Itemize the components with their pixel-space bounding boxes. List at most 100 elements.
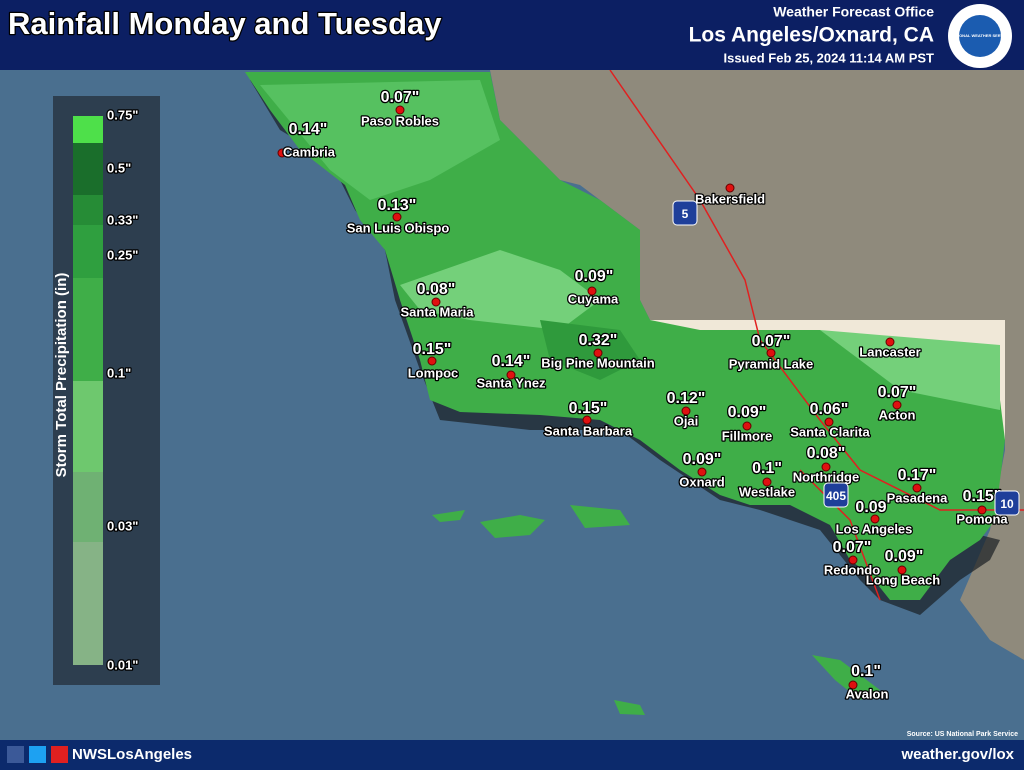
road (799, 469, 881, 601)
rainfall-value: 0.09 (855, 499, 886, 516)
rainfall-value: 0.12" (667, 390, 706, 407)
office-location: Los Angeles/Oxnard, CA (689, 24, 934, 47)
twitter-icon[interactable] (29, 746, 46, 763)
location-dot (697, 467, 707, 477)
legend-box (53, 96, 160, 685)
location-dot (762, 477, 772, 487)
rainfall-value: 0.08" (417, 281, 456, 298)
location-name: Big Pine Mountain (541, 355, 654, 370)
legend-swatch (73, 143, 103, 195)
location-dot (395, 105, 405, 115)
youtube-icon[interactable] (51, 746, 68, 763)
office: Weather Forecast Office (773, 4, 934, 20)
rainfall-value: 0.07" (833, 539, 872, 556)
legend-title: Storm Total Precipitation (in) (53, 273, 70, 478)
location-name: Ojai (674, 413, 699, 428)
location-dot (912, 483, 922, 493)
island (570, 505, 630, 528)
location-dot (824, 417, 834, 427)
footer-handle[interactable]: NWSLosAngeles (72, 746, 192, 763)
rainfall-value: 0.07" (381, 89, 420, 106)
rainfall-value: 0.08" (807, 445, 846, 462)
logo-text: NATIONAL WEATHER SERVICE (950, 33, 1010, 38)
facebook-icon[interactable] (7, 746, 24, 763)
rainfall-value: 0.17" (898, 467, 937, 484)
location-dot (848, 680, 858, 690)
legend-swatch (73, 195, 103, 225)
legend-label: 0.25" (107, 247, 138, 262)
location-dot (431, 297, 441, 307)
location-dot (892, 400, 902, 410)
footer-url[interactable]: weather.gov/lox (900, 746, 1014, 763)
location-name: Fillmore (722, 428, 773, 443)
location-name: Los Angeles (836, 521, 913, 536)
location-dot (725, 183, 735, 193)
rainfall-value: 0.09" (575, 268, 614, 285)
location-name: Pomona (956, 511, 1008, 526)
highway-shield (823, 482, 849, 508)
location-dot (587, 286, 597, 296)
terrain (960, 320, 1024, 660)
location-dot (848, 555, 858, 565)
legend-label: 0.75" (107, 107, 138, 122)
terrain (490, 70, 1024, 320)
rainfall-value: 0.15" (963, 488, 1002, 505)
places: Paso Robles 0.07" Cambria 0.14" San Luis Obi… (277, 88, 1020, 703)
header (0, 0, 1024, 70)
location-name: Pasadena (887, 490, 948, 505)
issued: Issued Feb 25, 2024 11:14 AM PST (723, 50, 934, 65)
location-name: Lompoc (408, 365, 459, 380)
title: Rainfall Monday and Tuesday (8, 6, 442, 41)
legend-labels: 0.75" 0.5" 0.33" 0.25" 0.1" 0.03" 0.01" (106, 106, 140, 674)
rainfall-value: 0.14" (289, 121, 328, 138)
location-name: Redondo (824, 562, 880, 577)
rainfall-value: 0.07" (752, 333, 791, 350)
location-dot (977, 505, 987, 515)
location-name: Westlake (739, 484, 795, 499)
location-dot (885, 337, 895, 347)
rainfall-value: 0.13" (378, 197, 417, 214)
location-name: Bakersfield (695, 191, 765, 206)
rain-light (820, 330, 1000, 410)
rainfall-value: 0.09" (885, 548, 924, 565)
island (432, 510, 465, 522)
rainfall-value: 0.09" (728, 404, 767, 421)
location-name: Santa Maria (401, 304, 475, 319)
legend-swatch (73, 542, 103, 665)
road (609, 69, 1024, 511)
island (480, 515, 545, 538)
legend-label: 0.1" (107, 365, 131, 380)
rainfall-value: 0.1" (851, 663, 881, 680)
location-dot (742, 421, 752, 431)
legend-swatch (73, 116, 103, 143)
legend-swatch (73, 381, 103, 472)
legend-label: 0.5" (107, 160, 131, 175)
rainfall-value: 0.15" (569, 400, 608, 417)
location-dot (582, 415, 592, 425)
rainfall-value: 0.14" (492, 353, 531, 370)
location-name: Acton (879, 407, 916, 422)
source: Source: US National Park Service (907, 731, 1018, 738)
location-name: Long Beach (866, 572, 940, 587)
location-name: Avalon (846, 686, 889, 701)
location-dot (506, 370, 516, 380)
location-dot (870, 514, 880, 524)
legend-label: 0.03" (107, 518, 138, 533)
location-name: Northridge (793, 469, 859, 484)
location-name: San Luis Obispo (347, 220, 450, 235)
legend-swatch (73, 278, 103, 381)
rain-light (260, 80, 500, 200)
island (812, 655, 880, 700)
location-name: Oxnard (679, 474, 725, 489)
location-dot (593, 348, 603, 358)
island (614, 700, 645, 715)
legend-swatch (73, 225, 103, 278)
rainfall-value: 0.15" (413, 341, 452, 358)
location-dot (427, 356, 437, 366)
legend-label: 0.01" (107, 657, 138, 672)
legend-swatch (73, 472, 103, 542)
location-name: Lancaster (859, 344, 920, 359)
location-dot (681, 406, 691, 416)
highway-number: 405 (826, 489, 846, 503)
